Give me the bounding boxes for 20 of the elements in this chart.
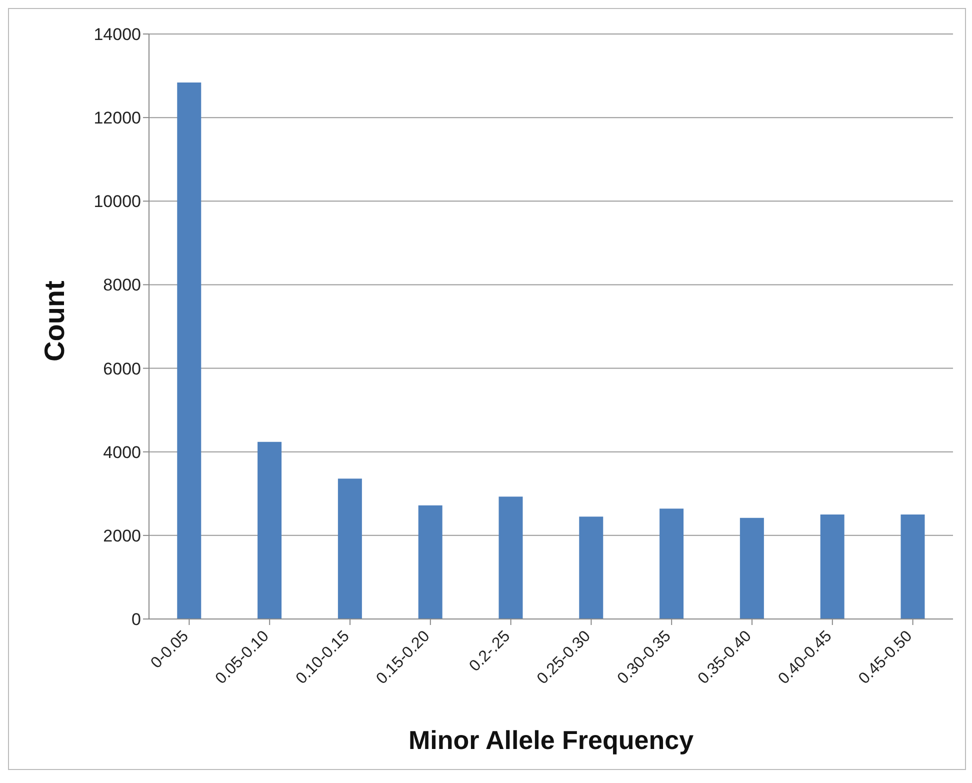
bar [660,508,684,619]
bar [820,514,844,619]
bar [258,442,282,619]
bar [579,516,604,619]
bar [498,496,523,619]
bar [338,478,362,619]
y-tick-label: 10000 [94,192,141,212]
x-axis-title: Minor Allele Frequency [408,725,694,755]
y-tick-label: 8000 [103,276,141,295]
bar [900,514,925,619]
bar [177,82,202,619]
bar [418,505,442,619]
y-tick-label: 4000 [103,442,141,462]
y-tick-label: 6000 [103,359,141,378]
y-axis-title: Count [38,280,70,362]
bar [740,518,764,619]
y-tick-label: 0 [132,610,141,630]
y-tick-label: 2000 [103,526,141,546]
y-tick-label: 12000 [94,108,141,128]
y-tick-label: 14000 [94,25,141,44]
